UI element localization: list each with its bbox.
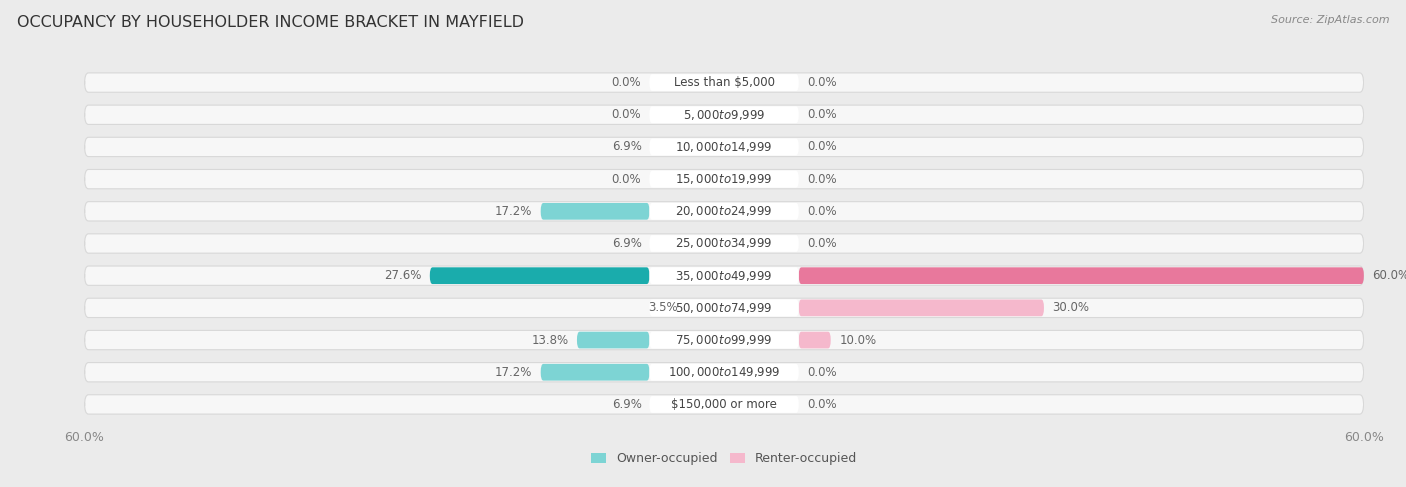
FancyBboxPatch shape <box>84 298 1364 318</box>
Text: 30.0%: 30.0% <box>1053 301 1090 315</box>
FancyBboxPatch shape <box>84 105 1364 124</box>
FancyBboxPatch shape <box>650 364 799 381</box>
Text: 0.0%: 0.0% <box>807 398 837 411</box>
Text: $10,000 to $14,999: $10,000 to $14,999 <box>675 140 773 154</box>
FancyBboxPatch shape <box>650 74 799 91</box>
FancyBboxPatch shape <box>650 332 799 348</box>
Text: OCCUPANCY BY HOUSEHOLDER INCOME BRACKET IN MAYFIELD: OCCUPANCY BY HOUSEHOLDER INCOME BRACKET … <box>17 15 524 30</box>
FancyBboxPatch shape <box>84 137 1364 157</box>
FancyBboxPatch shape <box>576 332 650 348</box>
FancyBboxPatch shape <box>650 171 799 187</box>
FancyBboxPatch shape <box>84 73 1364 92</box>
FancyBboxPatch shape <box>541 364 650 381</box>
Text: 10.0%: 10.0% <box>839 334 876 347</box>
Text: 0.0%: 0.0% <box>612 76 641 89</box>
FancyBboxPatch shape <box>650 300 799 316</box>
Text: 0.0%: 0.0% <box>807 237 837 250</box>
Text: $50,000 to $74,999: $50,000 to $74,999 <box>675 301 773 315</box>
Text: 0.0%: 0.0% <box>807 108 837 121</box>
FancyBboxPatch shape <box>799 332 831 348</box>
Legend: Owner-occupied, Renter-occupied: Owner-occupied, Renter-occupied <box>586 448 862 470</box>
Text: $15,000 to $19,999: $15,000 to $19,999 <box>675 172 773 186</box>
Text: 6.9%: 6.9% <box>612 140 643 153</box>
Text: 0.0%: 0.0% <box>807 205 837 218</box>
FancyBboxPatch shape <box>84 202 1364 221</box>
Text: 0.0%: 0.0% <box>807 76 837 89</box>
Text: $35,000 to $49,999: $35,000 to $49,999 <box>675 269 773 282</box>
FancyBboxPatch shape <box>430 267 650 284</box>
Text: $25,000 to $34,999: $25,000 to $34,999 <box>675 237 773 250</box>
Text: 13.8%: 13.8% <box>531 334 568 347</box>
FancyBboxPatch shape <box>799 267 1364 284</box>
Text: 0.0%: 0.0% <box>807 172 837 186</box>
FancyBboxPatch shape <box>650 203 799 220</box>
FancyBboxPatch shape <box>650 106 799 123</box>
Text: 27.6%: 27.6% <box>384 269 422 282</box>
FancyBboxPatch shape <box>84 330 1364 350</box>
Text: 0.0%: 0.0% <box>612 108 641 121</box>
Text: 60.0%: 60.0% <box>1372 269 1406 282</box>
Text: 6.9%: 6.9% <box>612 237 643 250</box>
FancyBboxPatch shape <box>84 395 1364 414</box>
Text: 6.9%: 6.9% <box>612 398 643 411</box>
Text: Less than $5,000: Less than $5,000 <box>673 76 775 89</box>
Text: $150,000 or more: $150,000 or more <box>671 398 778 411</box>
FancyBboxPatch shape <box>84 363 1364 382</box>
FancyBboxPatch shape <box>541 203 650 220</box>
Text: 0.0%: 0.0% <box>807 140 837 153</box>
FancyBboxPatch shape <box>650 139 799 155</box>
Text: 0.0%: 0.0% <box>807 366 837 379</box>
Text: 0.0%: 0.0% <box>612 172 641 186</box>
FancyBboxPatch shape <box>650 267 799 284</box>
FancyBboxPatch shape <box>84 266 1364 285</box>
FancyBboxPatch shape <box>650 235 799 252</box>
FancyBboxPatch shape <box>84 169 1364 189</box>
Text: $100,000 to $149,999: $100,000 to $149,999 <box>668 365 780 379</box>
Text: Source: ZipAtlas.com: Source: ZipAtlas.com <box>1271 15 1389 25</box>
Text: 3.5%: 3.5% <box>648 301 678 315</box>
Text: 17.2%: 17.2% <box>495 205 533 218</box>
FancyBboxPatch shape <box>799 300 1043 316</box>
Text: $20,000 to $24,999: $20,000 to $24,999 <box>675 205 773 218</box>
Text: 17.2%: 17.2% <box>495 366 533 379</box>
FancyBboxPatch shape <box>84 234 1364 253</box>
Text: $75,000 to $99,999: $75,000 to $99,999 <box>675 333 773 347</box>
FancyBboxPatch shape <box>650 396 799 413</box>
Text: $5,000 to $9,999: $5,000 to $9,999 <box>683 108 765 122</box>
